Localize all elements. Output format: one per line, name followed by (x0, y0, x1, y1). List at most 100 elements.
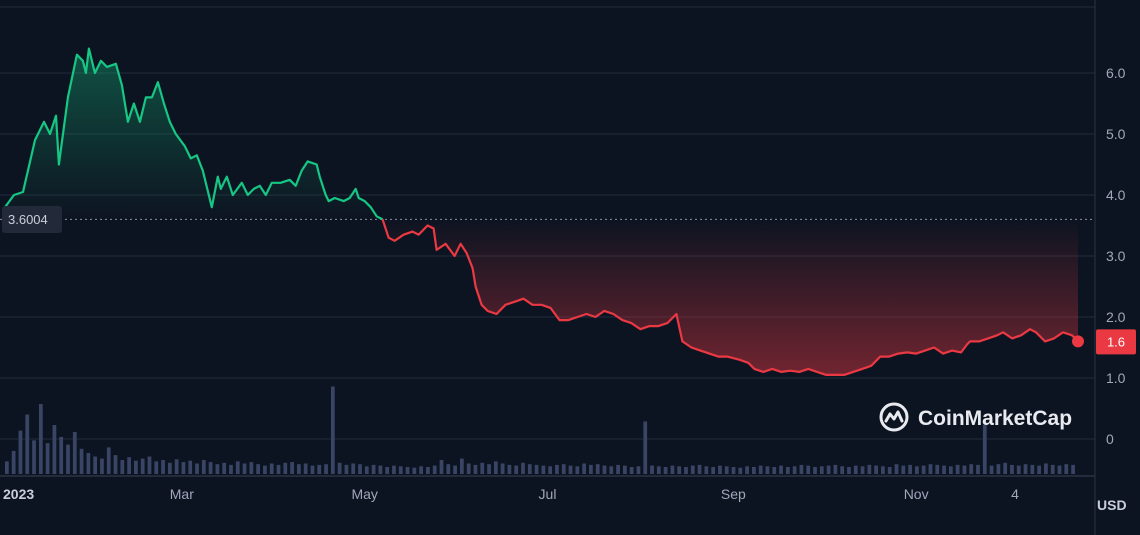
volume-bar (188, 460, 193, 474)
volume-bar (718, 465, 722, 474)
volume-bar (833, 464, 838, 474)
volume-bar (52, 425, 57, 474)
volume-bar (935, 464, 940, 474)
y-tick-label: 5.0 (1106, 126, 1126, 142)
volume-bar (460, 458, 464, 474)
volume-bar (201, 460, 206, 474)
volume-bar (806, 465, 811, 474)
volume-bar (317, 464, 322, 474)
volume-bar (656, 466, 661, 474)
volume-bar (684, 467, 688, 474)
volume-bar (330, 386, 335, 474)
volume-bar (996, 464, 1001, 474)
volume-bar (229, 464, 233, 474)
volume-bar (1030, 464, 1035, 474)
volume-bar (989, 465, 994, 474)
volume-bar (704, 466, 709, 474)
volume-bar (1037, 465, 1041, 474)
volume-bar (154, 461, 159, 474)
volume-bar (405, 467, 410, 474)
volume-bar (582, 463, 586, 474)
volume-bar (521, 462, 525, 474)
volume-bar (589, 464, 593, 474)
y-tick-label: 4.0 (1106, 187, 1126, 203)
volume-bar (324, 464, 328, 474)
volume-bar (276, 464, 281, 474)
volume-bar (622, 465, 627, 474)
price-line-up (4, 47, 384, 221)
volume-bar (113, 455, 118, 474)
volume-bar (242, 463, 247, 474)
volume-bar (752, 467, 756, 474)
volume-bar (867, 464, 872, 474)
volume-bar (426, 467, 430, 474)
volume-bar (650, 465, 654, 474)
volume-bar (745, 466, 749, 474)
volume-bar (222, 462, 227, 474)
volume-bar (66, 444, 70, 474)
y-tick-label: 6.0 (1106, 65, 1126, 81)
volume-bar (915, 466, 919, 474)
volume-bar (358, 464, 362, 474)
y-tick-label: 2.0 (1106, 309, 1126, 325)
volume-bar (1010, 464, 1014, 474)
volume-bar (72, 432, 77, 474)
volume-bar (881, 466, 885, 474)
volume-bar (208, 462, 213, 474)
volume-bar (167, 462, 172, 474)
price-area-up (5, 48, 383, 220)
volume-bar (38, 404, 43, 474)
y-tick-label: 3.0 (1106, 248, 1126, 264)
volume-bar (412, 467, 417, 474)
volume-bar (1016, 465, 1021, 474)
volume-bar (1050, 464, 1055, 474)
volume-bar (25, 414, 30, 474)
currency-label: USD (1097, 497, 1127, 513)
volume-bar (500, 463, 505, 474)
x-tick-label: Nov (904, 486, 929, 502)
volume-bar (127, 457, 131, 474)
volume-bar (337, 462, 342, 474)
volume-bar (955, 464, 960, 474)
volume-bar (215, 464, 220, 474)
volume-bar (969, 464, 974, 474)
volume-bar (568, 465, 573, 474)
volume-bar (962, 465, 967, 474)
volume-bar (181, 462, 186, 474)
volume-bar (677, 466, 682, 474)
x-tick-label: Mar (170, 486, 194, 502)
volume-bars (5, 386, 1075, 474)
volume-bar (398, 466, 403, 474)
volume-bar (813, 467, 817, 474)
volume-bar (392, 465, 396, 474)
volume-bar (860, 466, 865, 474)
volume-bar (18, 430, 23, 474)
x-tick-label: 2023 (3, 486, 34, 502)
volume-bar (297, 464, 301, 474)
volume-bar (507, 464, 512, 474)
y-axis: 0 1.0 2.0 3.0 4.0 5.0 6.0 (1106, 65, 1126, 447)
volume-bar (385, 467, 390, 474)
volume-bar (908, 464, 912, 474)
volume-bar (446, 464, 451, 474)
x-tick-label: Sep (721, 486, 746, 502)
volume-bar (629, 467, 634, 474)
volume-bar (874, 465, 879, 474)
volume-bar (1023, 464, 1028, 474)
volume-bar (527, 464, 532, 474)
volume-bar (616, 464, 620, 474)
volume-bar (249, 462, 254, 474)
volume-bar (819, 466, 824, 474)
brand-name: CoinMarketCap (918, 407, 1072, 430)
volume-bar (670, 465, 675, 474)
volume-bar (690, 465, 695, 474)
volume-bar (120, 460, 125, 474)
volume-bar (724, 466, 729, 474)
volume-bar (697, 464, 702, 474)
volume-bar (779, 465, 783, 474)
volume-bar (534, 464, 539, 474)
volume-bar (283, 462, 288, 474)
volume-bar (161, 460, 165, 474)
last-price-label-text: 1.6 (1107, 334, 1125, 349)
volume-bar (561, 464, 566, 474)
